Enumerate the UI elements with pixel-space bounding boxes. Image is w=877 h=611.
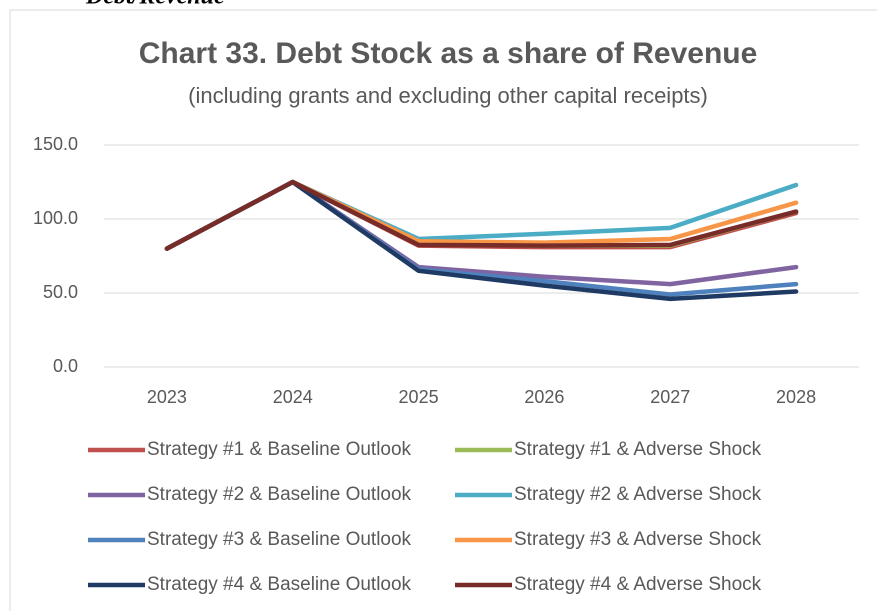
series-line xyxy=(164,179,799,251)
x-tick-label: 2025 xyxy=(399,387,439,407)
heading: Debt/Revenue xyxy=(85,0,225,10)
x-tick-label: 2028 xyxy=(776,387,816,407)
legend-label: Strategy #4 & Baseline Outlook xyxy=(147,574,412,595)
y-tick-label: 50.0 xyxy=(43,282,78,302)
y-tick-label: 150.0 xyxy=(33,134,78,154)
x-tick-label: 2027 xyxy=(650,387,690,407)
chart-frame xyxy=(9,9,877,611)
legend-label: Strategy #1 & Baseline Outlook xyxy=(147,439,412,460)
legend-label: Strategy #3 & Baseline Outlook xyxy=(147,529,412,550)
legend-label: Strategy #3 & Adverse Shock xyxy=(514,529,762,550)
x-tick-label: 2026 xyxy=(524,387,564,407)
chart-title: Chart 33. Debt Stock as a share of Reven… xyxy=(139,37,758,70)
x-tick-label: 2024 xyxy=(273,387,313,407)
chart-subtitle: (including grants and excluding other ca… xyxy=(188,83,708,108)
legend-label: Strategy #2 & Baseline Outlook xyxy=(147,484,412,505)
x-tick-label: 2023 xyxy=(147,387,187,407)
y-tick-label: 100.0 xyxy=(33,208,78,228)
y-tick-label: 0.0 xyxy=(53,356,78,376)
legend-label: Strategy #2 & Adverse Shock xyxy=(514,484,762,505)
legend-label: Strategy #4 & Adverse Shock xyxy=(514,574,762,595)
legend-label: Strategy #1 & Adverse Shock xyxy=(514,439,762,460)
